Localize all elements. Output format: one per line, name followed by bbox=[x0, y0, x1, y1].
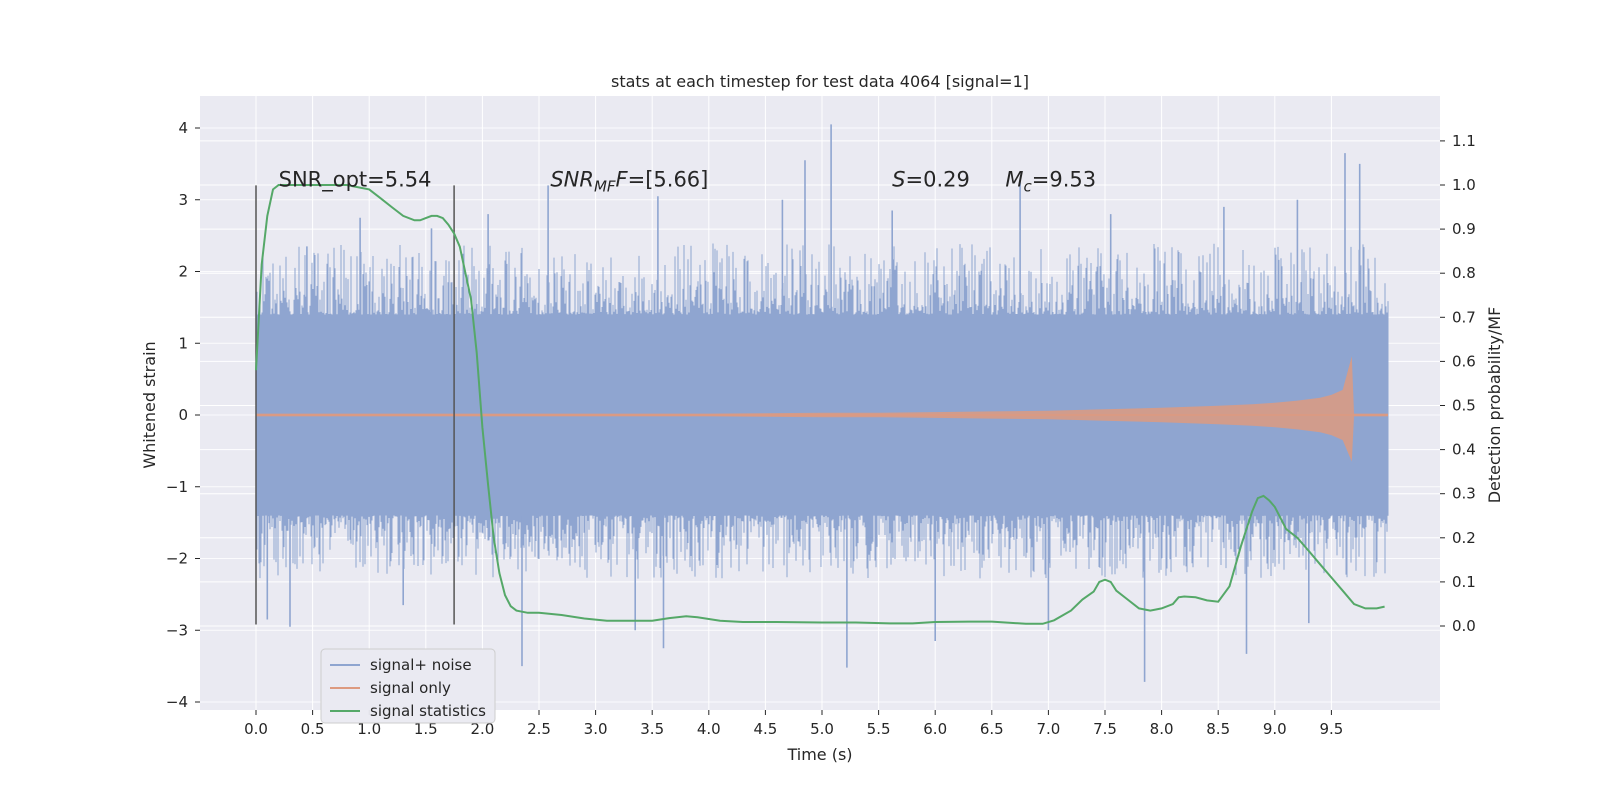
y2-tick-label: 0.6 bbox=[1452, 352, 1476, 370]
x-tick-label: 1.5 bbox=[414, 720, 438, 738]
y-tick-label: −2 bbox=[166, 550, 188, 568]
x-tick-label: 2.0 bbox=[470, 720, 494, 738]
annotation-1: SNRMFF=[5.66] bbox=[550, 167, 708, 195]
y2-axis-label: Detection probability/MF bbox=[1485, 307, 1504, 504]
statistics-line bbox=[255, 184, 1385, 625]
y2-tick-label: 0.2 bbox=[1452, 529, 1476, 547]
signal-statistics-series bbox=[255, 184, 1385, 625]
x-tick-label: 8.5 bbox=[1206, 720, 1230, 738]
x-tick-label: 2.5 bbox=[527, 720, 551, 738]
x-tick-label: 9.0 bbox=[1263, 720, 1287, 738]
y-tick-label: −3 bbox=[166, 621, 188, 639]
y2-tick-label: 0.9 bbox=[1452, 220, 1476, 238]
x-tick-label: 4.0 bbox=[697, 720, 721, 738]
x-tick-label: 0.5 bbox=[301, 720, 325, 738]
x-tick-label: 9.5 bbox=[1319, 720, 1343, 738]
annotation-0: SNR_opt=5.54 bbox=[279, 167, 432, 192]
legend-box bbox=[320, 648, 496, 724]
noise-extremes bbox=[266, 124, 1361, 682]
annotations: SNR_opt=5.54 SNRMFF=[5.66] S=0.29 Mc=9.53 bbox=[279, 167, 1096, 195]
y-tick-label: 0 bbox=[178, 406, 188, 424]
x-tick-label: 6.0 bbox=[923, 720, 947, 738]
signal-only-series bbox=[256, 356, 1388, 462]
x-tick-label: 0.0 bbox=[244, 720, 268, 738]
x-tick-label: 5.0 bbox=[810, 720, 834, 738]
y2-tick-label: 0.7 bbox=[1452, 308, 1476, 326]
x-axis-label: Time (s) bbox=[786, 745, 852, 764]
x-tick-label: 3.5 bbox=[640, 720, 664, 738]
annotation-3: Mc=9.53 bbox=[1005, 167, 1096, 195]
legend-label: signal only bbox=[370, 679, 451, 697]
marker-lines bbox=[255, 185, 455, 625]
legend-label: signal+ noise bbox=[370, 656, 472, 674]
y2-tick-label: 1.0 bbox=[1452, 176, 1476, 194]
legend-label: signal statistics bbox=[370, 702, 486, 720]
x-tick-label: 8.0 bbox=[1150, 720, 1174, 738]
annotation-2: S=0.29 bbox=[892, 167, 970, 191]
y2-tick-label: 0.8 bbox=[1452, 264, 1476, 282]
y-tick-label: −1 bbox=[166, 478, 188, 496]
y2-tick-label: 0.4 bbox=[1452, 441, 1476, 459]
x-tick-label: 7.0 bbox=[1036, 720, 1060, 738]
y2-tick-label: 1.1 bbox=[1452, 132, 1476, 150]
y-axis-label: Whitened strain bbox=[140, 341, 159, 468]
x-tick-label: 4.5 bbox=[753, 720, 777, 738]
y2-tick-label: 0.1 bbox=[1452, 573, 1476, 591]
y-tick-label: −4 bbox=[166, 693, 188, 711]
x-tick-label: 7.5 bbox=[1093, 720, 1117, 738]
y-tick-label: 3 bbox=[178, 191, 188, 209]
x-tick-label: 1.0 bbox=[357, 720, 381, 738]
y-tick-label: 2 bbox=[178, 263, 188, 281]
legend: signal+ noise signal only signal statistic… bbox=[320, 648, 496, 724]
y2-tick-label: 0.3 bbox=[1452, 485, 1476, 503]
signal-envelope bbox=[256, 356, 1388, 462]
x-axis-ticks: 0.0 0.5 1.0 1.5 2.0 2.5 3.0 3.5 4.0 4.5 5.0 5.5 6.0 6… bbox=[244, 710, 1343, 738]
x-tick-label: 5.5 bbox=[867, 720, 891, 738]
y-tick-label: 1 bbox=[178, 334, 188, 352]
y-tick-label: 4 bbox=[178, 119, 188, 137]
y2-tick-label: 0.0 bbox=[1452, 617, 1476, 635]
y2-axis-ticks: 1.1 1.0 0.9 0.8 0.7 0.6 0.5 0.4 0.3 0.2 0.1 0.0 bbox=[1440, 132, 1476, 635]
chart-title: stats at each timestep for test data 406… bbox=[611, 72, 1029, 91]
y2-tick-label: 0.5 bbox=[1452, 397, 1476, 415]
x-tick-label: 3.0 bbox=[584, 720, 608, 738]
y-axis-ticks: 4 3 2 1 0 −1 −2 −3 −4 bbox=[166, 119, 200, 711]
x-tick-label: 6.5 bbox=[980, 720, 1004, 738]
